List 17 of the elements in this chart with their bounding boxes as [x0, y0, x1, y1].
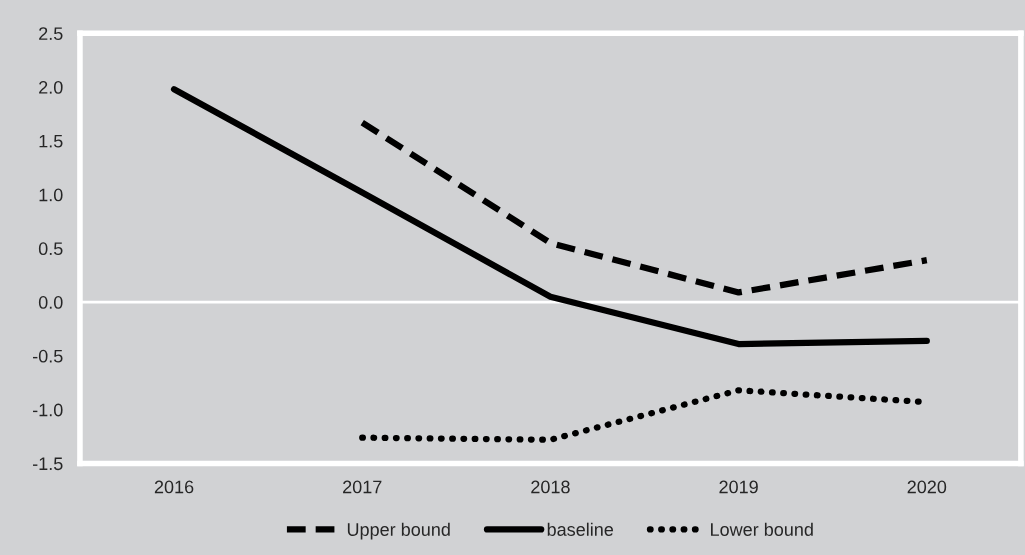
y-tick-label: 0.5 [38, 242, 63, 256]
legend-label: Upper bound [347, 522, 450, 540]
y-tick-label: -0.5 [32, 349, 63, 363]
y-tick-label: 1.5 [39, 134, 63, 148]
x-tick-label: 2017 [343, 480, 382, 494]
x-tick-label: 2019 [719, 480, 758, 494]
x-tick-label: 2018 [531, 480, 570, 494]
x-tick-label: 2020 [907, 480, 947, 494]
y-tick-label: -1.5 [32, 457, 63, 471]
y-tick-label: 0.0 [38, 296, 63, 309]
y-tick-label: 2.0 [39, 81, 63, 94]
y-tick-label: 2.5 [39, 27, 63, 41]
x-tick-label: 2016 [154, 480, 194, 494]
legend-label: Lower bound [711, 522, 813, 536]
y-tick-label: -1.0 [32, 403, 63, 417]
legend-label: baseline [547, 522, 614, 536]
y-tick-label: 1.0 [39, 188, 63, 202]
